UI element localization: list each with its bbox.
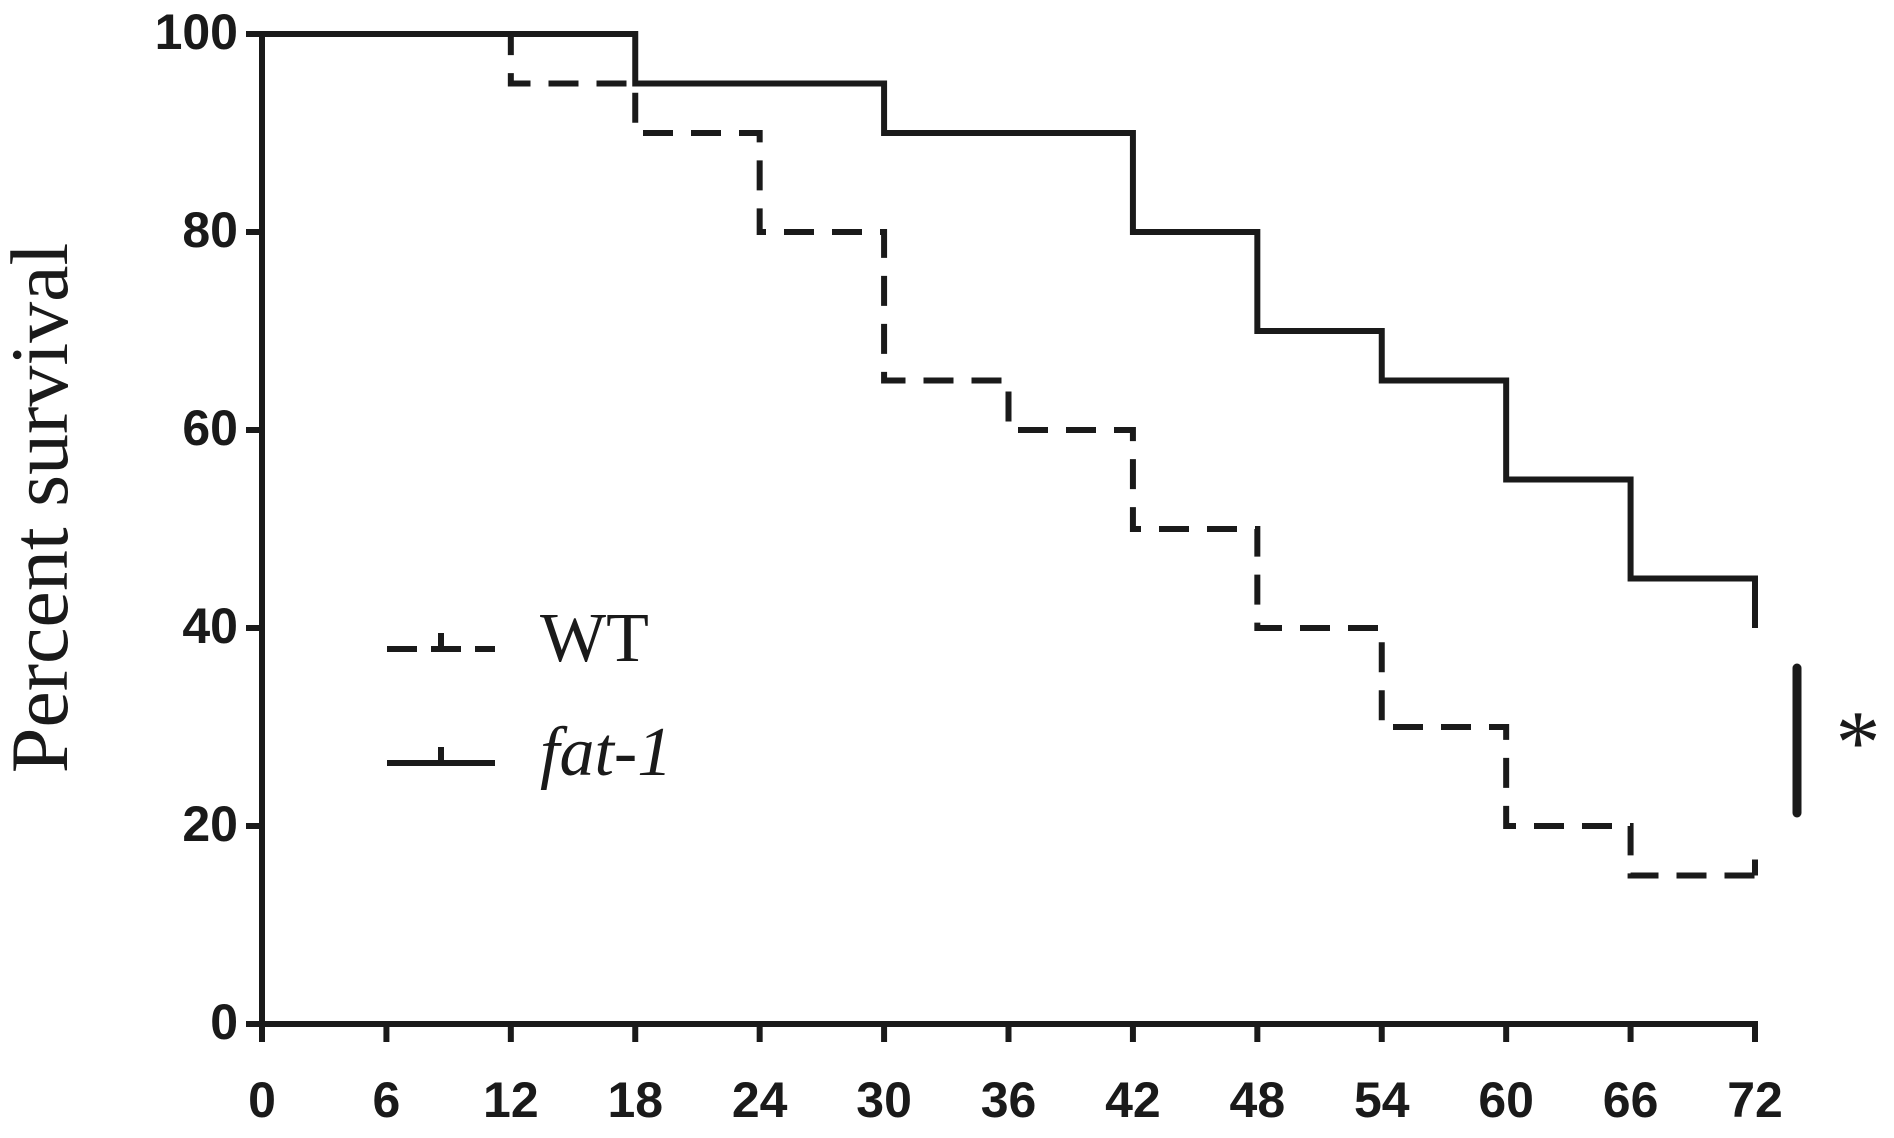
y-tick-label: 20 (182, 796, 238, 852)
legend-label: fat-1 (540, 714, 672, 791)
legend-label: WT (540, 600, 649, 677)
x-tick-label: 6 (373, 1072, 401, 1128)
y-axis-label: Percent survival (0, 243, 85, 774)
x-tick-label: 60 (1478, 1072, 1534, 1128)
annotation: * (1836, 694, 1881, 793)
x-tick-label: 48 (1230, 1072, 1286, 1128)
y-tick-label: 0 (210, 994, 238, 1050)
x-tick-label: 0 (248, 1072, 276, 1128)
y-tick-label: 100 (155, 4, 238, 60)
survival-line (262, 31, 1755, 879)
survival-line (262, 31, 1758, 628)
x-tick-label: 66 (1603, 1072, 1659, 1128)
y-tick-label: 80 (182, 202, 238, 258)
y-tick-label: 60 (182, 400, 238, 456)
x-tick-label: 24 (732, 1072, 788, 1128)
x-tick-label: 54 (1354, 1072, 1410, 1128)
x-tick-label: 18 (607, 1072, 663, 1128)
x-tick-label: 72 (1727, 1072, 1783, 1128)
x-tick-label: 42 (1105, 1072, 1161, 1128)
x-tick-label: 36 (981, 1072, 1037, 1128)
x-tick-label: 12 (483, 1072, 539, 1128)
x-tick-label: 30 (856, 1072, 912, 1128)
y-tick-label: 40 (182, 598, 238, 654)
